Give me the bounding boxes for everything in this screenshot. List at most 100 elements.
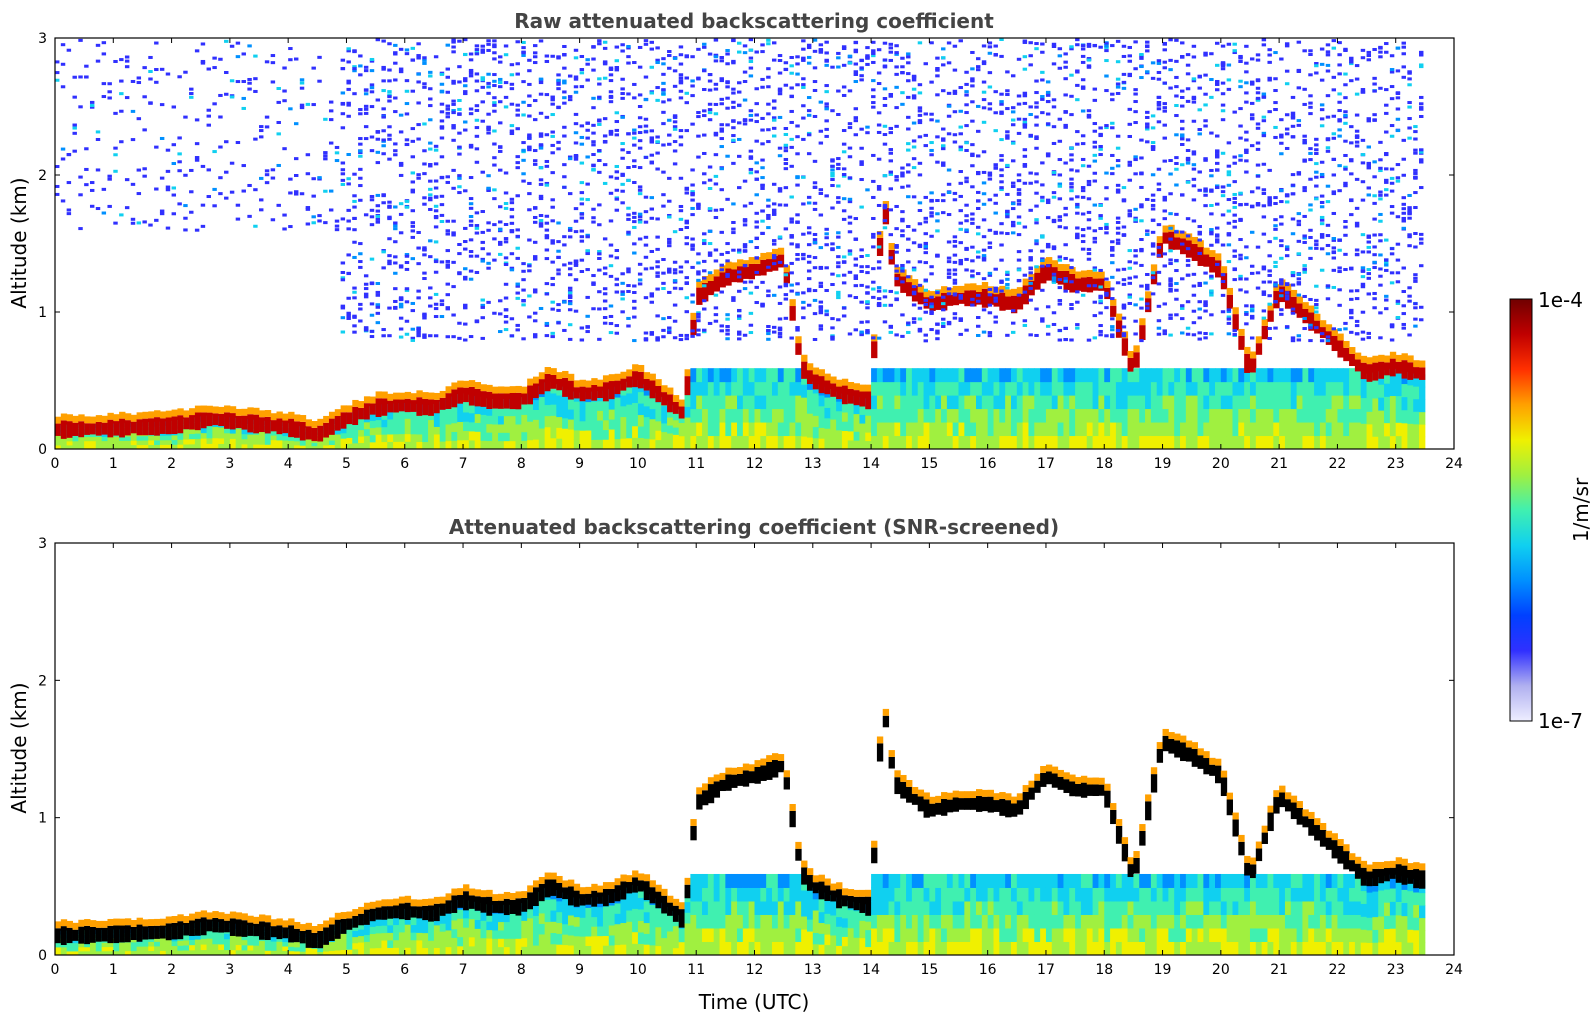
- boundary-layer-cell: [993, 368, 1000, 383]
- noise-cell: [393, 306, 398, 310]
- noise-cell: [591, 282, 596, 286]
- boundary-layer-cell: [987, 395, 994, 410]
- boundary-layer-cell: [970, 422, 977, 437]
- noise-cell: [672, 268, 678, 272]
- noise-cell: [527, 94, 532, 98]
- boundary-layer-cell: [165, 439, 173, 445]
- noise-cell: [1145, 140, 1150, 144]
- noise-cell: [433, 240, 439, 244]
- boundary-layer-cell: [107, 444, 114, 449]
- boundary-layer-cell: [941, 435, 948, 449]
- noise-cell: [608, 73, 614, 77]
- boundary-layer-cell: [620, 416, 627, 428]
- noise-cell: [713, 306, 719, 310]
- noise-cell: [754, 270, 759, 274]
- boundary-layer-cell: [970, 381, 977, 396]
- noise-cell: [387, 68, 392, 72]
- noise-cell: [410, 209, 416, 213]
- noise-cell: [684, 91, 689, 95]
- boundary-layer-cell: [544, 426, 551, 439]
- noise-cell: [194, 49, 200, 53]
- noise-cell: [929, 311, 934, 315]
- noise-cell: [573, 77, 579, 81]
- noise-cell: [474, 270, 480, 274]
- cloud-edge-cell: [614, 373, 621, 381]
- noise-cell: [532, 55, 538, 59]
- cloud-layer-cell: [486, 391, 493, 409]
- noise-cell: [859, 59, 864, 63]
- noise-cell: [981, 248, 987, 252]
- noise-cell: [95, 207, 101, 211]
- boundary-layer-cell: [259, 439, 266, 445]
- noise-cell: [667, 267, 672, 271]
- boundary-layer-cell: [1010, 408, 1018, 423]
- noise-cell: [550, 205, 555, 209]
- cloud-edge-cell: [801, 354, 808, 362]
- noise-cell: [801, 116, 806, 120]
- boundary-layer-cell: [871, 368, 878, 383]
- boundary-layer-cell: [1110, 408, 1117, 423]
- boundary-layer-cell: [812, 437, 820, 449]
- noise-cell: [189, 95, 194, 99]
- noise-cell: [439, 110, 445, 114]
- noise-cell: [189, 168, 194, 172]
- boundary-layer-cell: [1168, 408, 1175, 423]
- noise-cell: [1098, 216, 1103, 220]
- cloud-edge-cell: [847, 381, 855, 389]
- cloud-edge-cell: [1080, 270, 1088, 278]
- noise-cell: [1168, 313, 1173, 317]
- noise-cell: [358, 319, 363, 323]
- noise-cell: [1022, 290, 1028, 294]
- boundary-layer-cell: [771, 408, 779, 423]
- noise-cell: [795, 183, 800, 187]
- noise-cell: [661, 258, 666, 262]
- noise-cell: [521, 303, 526, 307]
- noise-cell: [416, 289, 421, 293]
- noise-cell: [841, 197, 847, 201]
- boundary-layer-cell: [439, 441, 447, 449]
- noise-cell: [667, 326, 672, 330]
- boundary-layer-cell: [1139, 395, 1146, 410]
- noise-cell: [841, 150, 847, 154]
- noise-cell: [358, 154, 363, 158]
- noise-cell: [1162, 332, 1167, 336]
- noise-cell: [929, 328, 934, 332]
- boundary-layer-cell: [1145, 408, 1152, 423]
- noise-cell: [206, 168, 211, 172]
- noise-cell: [1086, 226, 1092, 230]
- noise-cell: [713, 82, 719, 86]
- noise-cell: [532, 61, 538, 65]
- noise-cell: [690, 213, 695, 217]
- cloud-layer-cell: [532, 383, 540, 399]
- boundary-layer-cell: [579, 420, 586, 431]
- noise-cell: [1150, 141, 1156, 145]
- boundary-layer-cell: [684, 406, 691, 418]
- noise-cell: [573, 262, 579, 266]
- boundary-layer-cell: [1133, 381, 1140, 396]
- cloud-edge-cell: [1005, 289, 1012, 297]
- boundary-layer-cell: [527, 430, 534, 441]
- boundary-layer-cell: [1098, 381, 1105, 396]
- noise-cell: [783, 145, 789, 149]
- noise-cell: [987, 303, 993, 307]
- boundary-layer-cell: [696, 381, 703, 396]
- noise-cell: [55, 165, 60, 169]
- noise-cell: [632, 220, 637, 224]
- boundary-layer-cell: [678, 415, 686, 424]
- noise-cell: [655, 260, 660, 264]
- noise-cell: [667, 215, 672, 219]
- noise-cell: [550, 260, 555, 264]
- boundary-layer-cell: [416, 441, 423, 449]
- boundary-layer-cell: [643, 405, 651, 418]
- boundary-layer-cell: [760, 422, 767, 437]
- noise-cell: [340, 58, 346, 62]
- cloud-edge-cell: [999, 285, 1006, 293]
- noise-cell: [311, 103, 316, 107]
- noise-cell: [498, 312, 503, 316]
- boundary-layer-cell: [521, 405, 528, 415]
- noise-cell: [970, 67, 975, 71]
- noise-cell: [556, 272, 561, 276]
- boundary-layer-cell: [911, 408, 919, 423]
- noise-cell: [941, 295, 946, 299]
- noise-cell: [579, 239, 585, 243]
